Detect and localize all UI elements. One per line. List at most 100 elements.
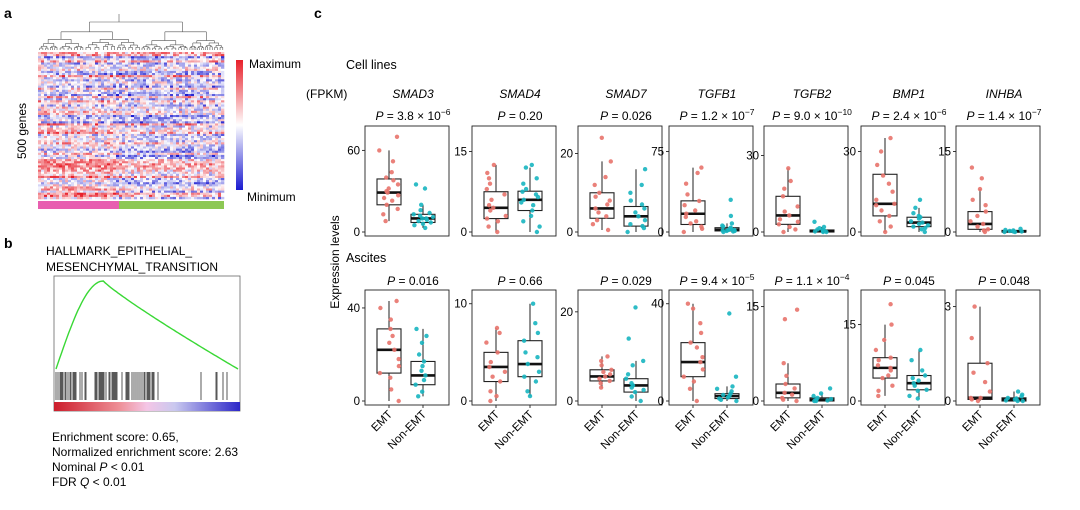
group-bar-emt xyxy=(38,201,119,209)
data-point xyxy=(698,330,704,336)
y-tick-label: 20 xyxy=(560,149,573,161)
data-point xyxy=(522,374,527,379)
data-point xyxy=(421,377,427,383)
data-point xyxy=(530,301,536,306)
data-point xyxy=(396,356,401,362)
y-tick-label: 10 xyxy=(454,299,467,311)
data-point xyxy=(396,398,401,404)
box-emt xyxy=(376,298,402,404)
data-point xyxy=(388,326,393,332)
data-point xyxy=(419,340,425,345)
data-point xyxy=(416,394,421,399)
data-point xyxy=(495,219,501,224)
data-point xyxy=(384,202,389,207)
data-point xyxy=(728,225,733,230)
data-point xyxy=(685,192,690,197)
data-point xyxy=(530,208,535,213)
data-point xyxy=(502,369,508,374)
iqr-box xyxy=(775,383,801,399)
p-value: P = 0.029 xyxy=(600,274,652,288)
data-point xyxy=(794,307,800,312)
data-point xyxy=(625,229,630,235)
data-point xyxy=(419,368,424,373)
data-point xyxy=(1007,228,1012,234)
data-point xyxy=(916,378,921,383)
boxplot-cell-lines-bmp1: BMP1 P = 2.4 × 10−6 0 30 xyxy=(843,87,947,239)
data-point xyxy=(603,174,608,180)
data-point xyxy=(975,224,980,229)
data-point xyxy=(525,389,530,394)
data-point xyxy=(693,208,698,213)
data-point xyxy=(732,227,737,233)
data-point xyxy=(918,347,923,353)
data-point xyxy=(908,219,914,224)
heatmap xyxy=(38,52,225,209)
data-point xyxy=(879,208,884,213)
data-point xyxy=(681,229,686,235)
data-point xyxy=(381,212,386,217)
data-point xyxy=(413,182,419,187)
data-point xyxy=(535,355,540,360)
data-point xyxy=(391,178,396,183)
data-point xyxy=(892,201,897,206)
data-point xyxy=(913,205,918,210)
unit-label: (FPKM) xyxy=(306,87,347,101)
data-point xyxy=(682,203,687,208)
data-point xyxy=(880,173,886,178)
data-point xyxy=(699,224,704,229)
p-value: P = 0.66 xyxy=(497,274,542,288)
data-point xyxy=(523,186,529,192)
box-emt xyxy=(872,135,898,235)
data-point xyxy=(423,373,428,378)
data-point xyxy=(593,194,598,199)
data-point xyxy=(597,190,602,195)
data-point xyxy=(911,381,916,386)
data-point xyxy=(1005,395,1011,401)
y-tick-label: 40 xyxy=(651,299,664,311)
data-point xyxy=(782,390,787,395)
y-axis-label: Expression levels xyxy=(328,215,342,308)
p-value: P = 3.8 × 10−6 xyxy=(375,107,450,123)
panel-a-letter: a xyxy=(4,5,12,21)
color-scale-bar xyxy=(236,60,243,190)
box-emt xyxy=(967,165,993,235)
data-point xyxy=(983,209,988,214)
data-point xyxy=(603,374,608,379)
data-point xyxy=(717,396,722,401)
data-point xyxy=(1003,227,1008,233)
box-non-emt xyxy=(410,182,436,231)
data-point xyxy=(821,224,827,230)
data-point xyxy=(727,311,732,316)
y-tick-label: 0 xyxy=(753,227,759,239)
plot-frame xyxy=(955,125,1041,237)
data-point xyxy=(377,370,383,376)
group-bar-non-emt xyxy=(119,201,224,209)
data-point xyxy=(907,393,912,399)
plot-frame xyxy=(471,125,557,237)
data-point xyxy=(888,355,893,360)
data-point xyxy=(983,203,988,208)
data-point xyxy=(970,197,975,202)
enrichment-curve xyxy=(55,280,239,370)
data-point xyxy=(691,379,697,384)
heatmap-y-label: 500 genes xyxy=(15,103,29,159)
data-point xyxy=(923,225,928,231)
boxplot-cell-lines-smad7: SMAD7 P = 0.026 0 20 xyxy=(560,87,663,239)
data-point xyxy=(531,203,536,208)
data-point xyxy=(599,135,604,140)
data-point xyxy=(593,206,598,211)
data-point xyxy=(876,358,881,363)
gsea-stat-line: Enrichment score: 0.65, xyxy=(52,430,179,444)
gsea-stat-line: Nominal P < 0.01 xyxy=(52,460,145,474)
data-point xyxy=(389,387,394,392)
data-point xyxy=(1014,396,1019,401)
data-point xyxy=(390,333,395,339)
data-point xyxy=(981,228,987,233)
box-non-emt xyxy=(410,326,436,399)
data-point xyxy=(416,218,421,224)
data-point xyxy=(534,176,539,181)
data-point xyxy=(911,211,916,216)
